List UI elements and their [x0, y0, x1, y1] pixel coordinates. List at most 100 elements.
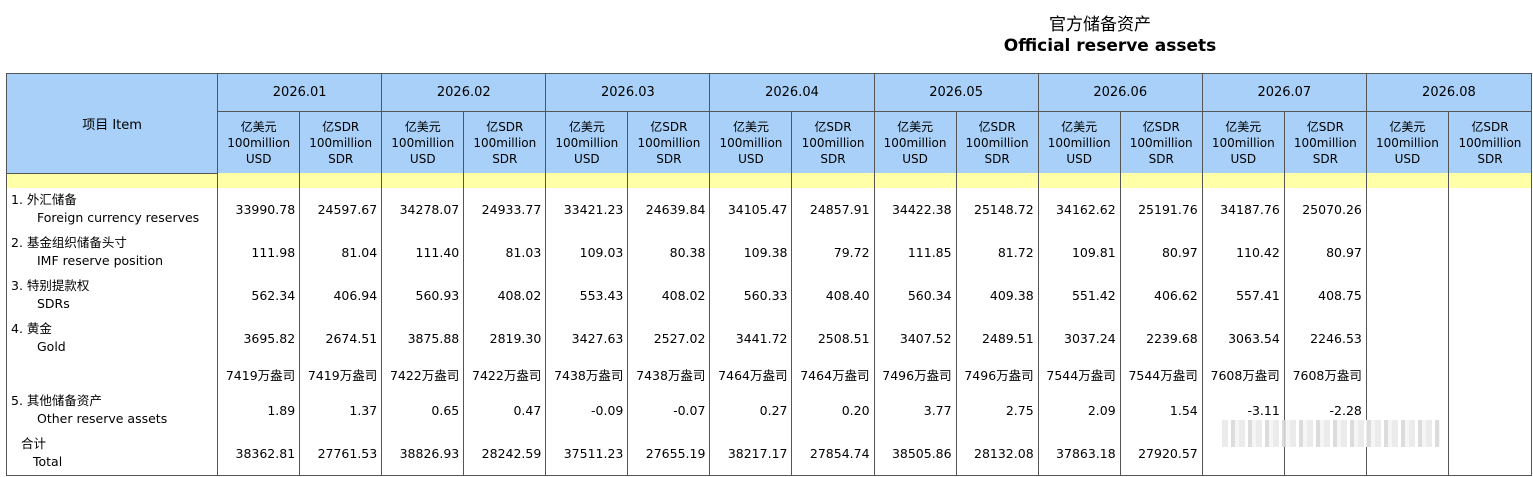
row-label: 1. 外汇储备 Foreign currency reserves: [5, 187, 219, 231]
unit-label: 亿SDR: [322, 119, 360, 134]
unit-header-row: 亿美元 100million USD 亿SDR 100million SDR 亿美元 100m…: [7, 111, 1533, 173]
unit-label: 100million: [1047, 135, 1111, 150]
month-header: 2026.01: [217, 73, 383, 112]
value-cell: 25148.72: [956, 187, 1039, 231]
unit-label: 亿SDR: [1142, 119, 1180, 134]
value-cell: 33990.78: [217, 187, 301, 231]
value-cell: 27920.57: [1120, 431, 1203, 476]
value-cell: 0.20: [791, 388, 875, 432]
value-cell: 34422.38: [874, 187, 957, 231]
unit-label: SDR: [984, 151, 1010, 166]
unit-label: USD: [738, 151, 764, 166]
value-cell: 37863.18: [1038, 431, 1121, 476]
value-cell: 7608万盎司: [1202, 359, 1285, 389]
value-cell: [1366, 273, 1449, 317]
row-label: 2. 基金组织储备头寸 IMF reserve position: [5, 230, 219, 274]
separator-cell: [627, 173, 711, 188]
value-cell: 3427.63: [545, 316, 629, 360]
unit-label: 100million: [391, 135, 455, 150]
value-cell: 109.38: [709, 230, 793, 274]
separator-cell: [791, 173, 875, 188]
value-cell: 24639.84: [627, 187, 711, 231]
value-cell: 38362.81: [217, 431, 301, 476]
value-cell: 80.97: [1284, 230, 1367, 274]
unit-label: 100million: [1458, 135, 1522, 150]
separator-cell: [463, 173, 547, 188]
unit-label: 亿SDR: [650, 119, 688, 134]
unit-label: 亿美元: [568, 119, 605, 134]
value-cell: 111.98: [217, 230, 301, 274]
unit-label: USD: [902, 151, 928, 166]
value-cell: [1366, 359, 1449, 389]
value-cell: 33421.23: [545, 187, 629, 231]
unit-label: 亿美元: [897, 119, 934, 134]
value-cell: 553.43: [545, 273, 629, 317]
value-cell: [1448, 187, 1533, 231]
value-cell: 408.02: [627, 273, 711, 317]
value-cell: 25070.26: [1284, 187, 1367, 231]
value-cell: 7496万盎司: [874, 359, 957, 389]
value-cell: [1448, 316, 1533, 360]
value-cell: 110.42: [1202, 230, 1285, 274]
unit-label: 100million: [1375, 135, 1439, 150]
separator-cell: [956, 173, 1039, 188]
row-label-en: Foreign currency reserves: [37, 210, 200, 225]
value-cell: 3695.82: [217, 316, 301, 360]
unit-label: USD: [409, 151, 436, 166]
unit-header-sdr: 亿SDR 100million SDR: [956, 111, 1039, 173]
value-cell: [1448, 359, 1533, 389]
month-header: 2026.02: [381, 73, 547, 112]
value-cell: 560.33: [709, 273, 793, 317]
row-label-cn: 3. 特别提款权: [11, 278, 90, 293]
unit-label: USD: [245, 151, 272, 166]
unit-header-sdr: 亿SDR 100million SDR: [463, 111, 547, 173]
unit-label: 100million: [227, 135, 291, 150]
separator-cell: [545, 173, 629, 188]
value-cell: 34162.62: [1038, 187, 1121, 231]
separator-cell: [299, 173, 383, 188]
value-cell: 2246.53: [1284, 316, 1367, 360]
value-cell: 408.40: [791, 273, 875, 317]
row-label: 5. 其他储备资产 Other reserve assets: [5, 388, 219, 432]
value-cell: 7422万盎司: [381, 359, 465, 389]
value-cell: 2.75: [956, 388, 1039, 432]
value-cell: 409.38: [956, 273, 1039, 317]
value-cell: 28132.08: [956, 431, 1039, 476]
watermark-overlay: [1222, 420, 1440, 447]
value-cell: 560.93: [381, 273, 465, 317]
separator-cell: [5, 173, 219, 188]
unit-label: 100million: [965, 135, 1029, 150]
row-label-en: SDRs: [37, 296, 70, 311]
value-cell: 3063.54: [1202, 316, 1285, 360]
value-cell: 38505.86: [874, 431, 957, 476]
value-cell: [1366, 230, 1449, 274]
unit-label: 100million: [883, 135, 947, 150]
value-cell: 2489.51: [956, 316, 1039, 360]
unit-label: 100million: [309, 135, 373, 150]
unit-label: 亿美元: [240, 119, 277, 134]
value-cell: 27655.19: [627, 431, 711, 476]
row-label-cn: 4. 黄金: [11, 321, 52, 336]
value-cell: 111.85: [874, 230, 957, 274]
value-cell: 557.41: [1202, 273, 1285, 317]
unit-header-usd: 亿美元 100million USD: [1038, 111, 1121, 173]
value-cell: 7438万盎司: [627, 359, 711, 389]
table-row: 4. 黄金 Gold 3695.82 2674.51 3875.88 2819.30 342…: [5, 316, 1533, 360]
table-row: 7419万盎司 7419万盎司 7422万盎司 7422万盎司 7438万盎司 7438万…: [5, 359, 1533, 389]
value-cell: 28242.59: [463, 431, 547, 476]
reserve-assets-table: 项目 Item 2026.01 2026.02 2026.03 2026.04 …: [5, 73, 1533, 476]
unit-label: USD: [1394, 151, 1421, 166]
month-header: 2026.06: [1038, 73, 1203, 112]
value-cell: 34278.07: [381, 187, 465, 231]
separator-row: [5, 173, 1533, 188]
unit-label: USD: [1066, 151, 1092, 166]
month-header: 2026.04: [709, 73, 875, 112]
value-cell: 551.42: [1038, 273, 1121, 317]
month-header: 2026.03: [545, 73, 711, 112]
value-cell: 27761.53: [299, 431, 383, 476]
unit-label: 亿美元: [1389, 119, 1426, 134]
unit-label: 亿SDR: [978, 119, 1016, 134]
value-cell: 406.94: [299, 273, 383, 317]
row-label-en: IMF reserve position: [37, 253, 164, 268]
value-cell: 560.34: [874, 273, 957, 317]
